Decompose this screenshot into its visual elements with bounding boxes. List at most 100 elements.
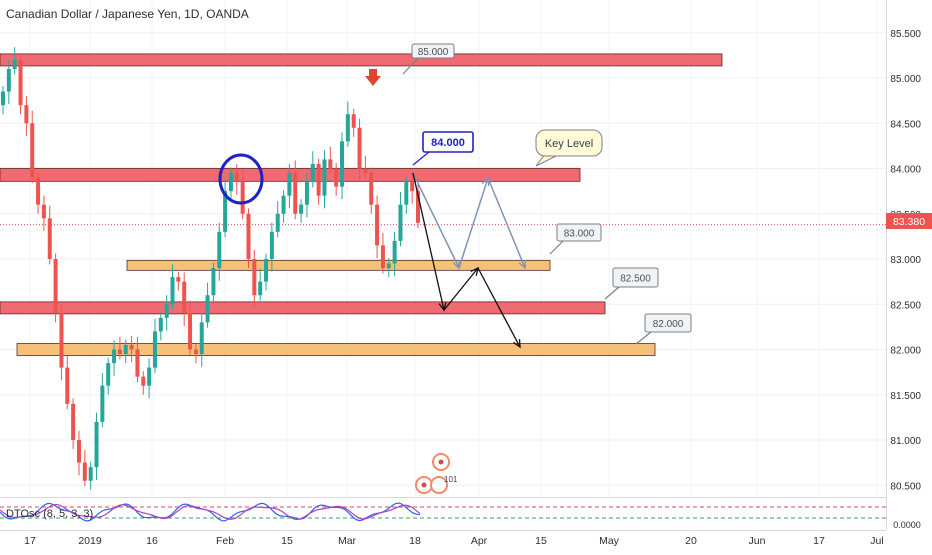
callout-pointer (402, 57, 419, 75)
time-tick-label: 2019 (78, 535, 102, 547)
price-axis-background (886, 0, 932, 550)
arrow-head (470, 266, 479, 276)
candle-body (246, 213, 251, 259)
level-zone[interactable] (16, 343, 656, 356)
highlight-circle[interactable] (218, 153, 264, 205)
candle-body (152, 331, 157, 368)
candle-body (18, 59, 23, 106)
level-zone[interactable] (0, 301, 606, 315)
candle-body (71, 403, 76, 440)
price-tick-label: 80.500 (890, 481, 921, 492)
candle-body (304, 182, 309, 205)
candle-body (375, 204, 380, 246)
candle-body (24, 105, 29, 124)
key-level-label: Key Level (545, 138, 593, 150)
level-callout[interactable]: 85.000 (402, 43, 455, 75)
candle-body (316, 163, 321, 196)
level-callout[interactable]: 82.000 (635, 313, 692, 345)
candle-body (240, 182, 245, 214)
down-arrow-icon[interactable] (365, 69, 381, 86)
candle-body (258, 281, 263, 296)
level-zone[interactable] (126, 259, 551, 271)
projection-paths (412, 172, 527, 349)
osc-slow-line (0, 503, 421, 521)
candle-body (65, 367, 70, 404)
callout-box (612, 267, 659, 288)
candle-body (205, 295, 210, 323)
candle-body (328, 159, 333, 169)
candle-body (47, 218, 52, 259)
candle-body (30, 123, 35, 178)
event-icon (430, 476, 448, 494)
oscillator-axis-label: 0.0000 (893, 520, 921, 530)
time-tick-label: Jul (870, 535, 883, 547)
candle-body (287, 173, 292, 196)
price-tick-label: 85.500 (890, 29, 921, 40)
key-level-note[interactable]: Key Level (535, 129, 603, 167)
candle-body (275, 213, 280, 232)
candle-body (264, 259, 269, 282)
candle-body (269, 231, 274, 259)
event-icon-dot (438, 459, 444, 465)
event-icons[interactable]: 101 (415, 453, 458, 494)
candle-body (334, 168, 339, 187)
candle-body (188, 313, 193, 350)
candle-body (147, 367, 152, 386)
candle-body (12, 59, 17, 69)
callout-pointer (604, 286, 620, 300)
candle-body (6, 68, 11, 92)
callout-box (556, 223, 602, 242)
time-tick-label: 16 (146, 535, 158, 547)
time-tick-label: Apr (471, 535, 488, 547)
candle-body (112, 349, 117, 364)
candle-body (410, 182, 415, 192)
projection-path-main[interactable] (412, 172, 521, 348)
time-tick-label: 15 (535, 535, 547, 547)
level-callout[interactable]: 82.500 (604, 267, 659, 300)
callout-pointer (635, 331, 652, 345)
candle-body (88, 467, 93, 481)
candle-body (416, 191, 420, 223)
candle-body (228, 173, 233, 192)
candle-body (135, 349, 140, 377)
candle-body (53, 259, 58, 314)
time-axis-ticks: 17 2019 16 Feb 15 Mar 18 Apr 15 May 20 Jun 17 Jul (24, 535, 884, 547)
callout-box (644, 313, 692, 333)
time-axis: 17 2019 16 Feb 15 Mar 18 Apr 15 May 20 Jun 17 Jul (0, 530, 932, 550)
arrow-head (452, 259, 461, 270)
callout-pointer (412, 151, 430, 166)
candle-body (176, 277, 181, 282)
chart-marks: Key Level 101 (218, 69, 603, 494)
price-axis-ticks: 85.50085.00084.50084.00083.50083.00082.5… (890, 29, 921, 493)
oscillator-background (0, 497, 886, 527)
candle-body (351, 114, 356, 128)
candles (1, 47, 420, 490)
candle-body (217, 231, 222, 269)
callout-label: 85.000 (418, 47, 449, 58)
candle-body (234, 173, 239, 183)
price-tick-label: 84.500 (890, 119, 921, 130)
candle-body (193, 349, 198, 355)
candle-body (41, 204, 46, 219)
level-zone[interactable] (0, 53, 723, 67)
candle-body (398, 204, 403, 241)
time-axis-background (0, 530, 932, 550)
candle-body (164, 304, 169, 318)
callout-label: 84.000 (431, 137, 465, 149)
candle-body (100, 385, 105, 422)
level-zones (0, 53, 723, 356)
candle-body (158, 317, 163, 332)
candle-body (223, 191, 228, 232)
event-icon-dot (421, 482, 427, 488)
candle-body (106, 363, 111, 386)
candle-body (211, 268, 216, 296)
level-callout[interactable]: 84.000 (412, 131, 474, 166)
callout-pointer (549, 240, 564, 255)
level-callout[interactable]: 83.000 (549, 223, 602, 255)
price-tick-label: 82.000 (890, 346, 921, 357)
time-tick-label: Jun (749, 535, 766, 547)
callout-label: 82.500 (620, 274, 651, 285)
projection-path-alt[interactable] (412, 172, 526, 271)
